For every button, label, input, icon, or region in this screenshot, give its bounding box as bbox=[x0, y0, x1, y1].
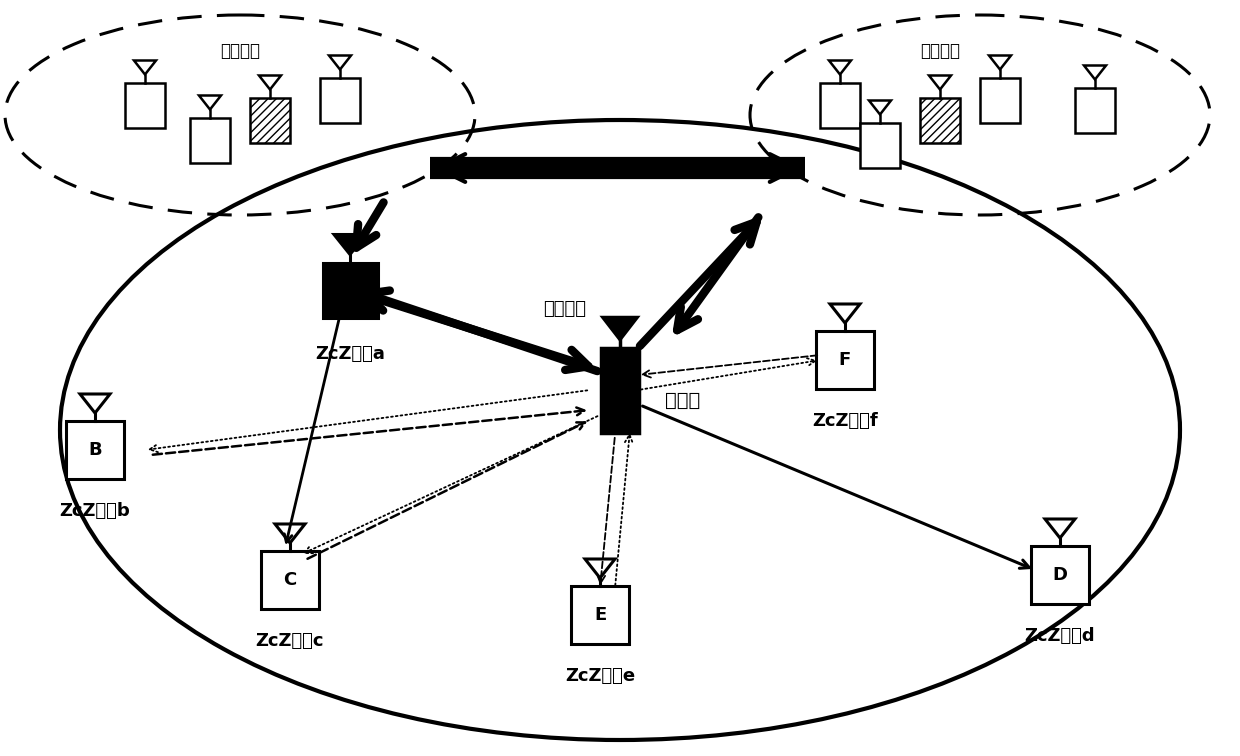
Text: C: C bbox=[284, 571, 296, 589]
Text: 同步控制: 同步控制 bbox=[920, 42, 960, 60]
Polygon shape bbox=[830, 304, 861, 323]
Bar bbox=[816, 331, 874, 389]
Text: ZcZ序列f: ZcZ序列f bbox=[812, 412, 878, 430]
Bar bbox=[920, 98, 960, 142]
Bar bbox=[570, 586, 629, 644]
Text: 同步控制: 同步控制 bbox=[219, 42, 260, 60]
Polygon shape bbox=[134, 60, 156, 75]
Bar bbox=[1030, 546, 1089, 604]
Bar bbox=[250, 98, 290, 142]
Bar bbox=[66, 421, 124, 479]
Bar bbox=[125, 82, 165, 128]
Bar bbox=[861, 122, 900, 168]
Bar bbox=[322, 262, 377, 318]
Polygon shape bbox=[334, 234, 366, 255]
Polygon shape bbox=[275, 524, 305, 543]
Polygon shape bbox=[1045, 519, 1075, 538]
Text: B: B bbox=[88, 441, 102, 459]
Polygon shape bbox=[990, 55, 1011, 70]
Bar bbox=[1075, 88, 1115, 132]
Polygon shape bbox=[329, 55, 351, 70]
Text: D: D bbox=[1053, 566, 1068, 584]
Bar bbox=[601, 348, 639, 432]
Bar bbox=[190, 117, 229, 163]
Polygon shape bbox=[585, 559, 615, 578]
Polygon shape bbox=[869, 101, 892, 114]
Polygon shape bbox=[198, 95, 221, 110]
Text: ZcZ序列a: ZcZ序列a bbox=[315, 345, 384, 363]
Bar bbox=[260, 551, 319, 609]
Text: ZcZ序列e: ZcZ序列e bbox=[565, 667, 635, 685]
Polygon shape bbox=[830, 60, 851, 75]
Bar bbox=[320, 78, 360, 122]
Text: 基地局: 基地局 bbox=[665, 391, 701, 410]
Polygon shape bbox=[603, 318, 637, 339]
Text: ZcZ序列c: ZcZ序列c bbox=[255, 632, 324, 650]
Polygon shape bbox=[1084, 66, 1106, 79]
Text: F: F bbox=[839, 351, 851, 369]
Text: ZcZ序列b: ZcZ序列b bbox=[60, 502, 130, 520]
Polygon shape bbox=[81, 394, 110, 413]
Polygon shape bbox=[929, 76, 951, 89]
Text: ZcZ序列d: ZcZ序列d bbox=[1024, 627, 1095, 645]
Bar bbox=[820, 82, 861, 128]
Text: 同步控制: 同步控制 bbox=[543, 300, 587, 318]
Polygon shape bbox=[259, 76, 281, 89]
Text: E: E bbox=[594, 606, 606, 624]
Bar bbox=[980, 78, 1021, 122]
